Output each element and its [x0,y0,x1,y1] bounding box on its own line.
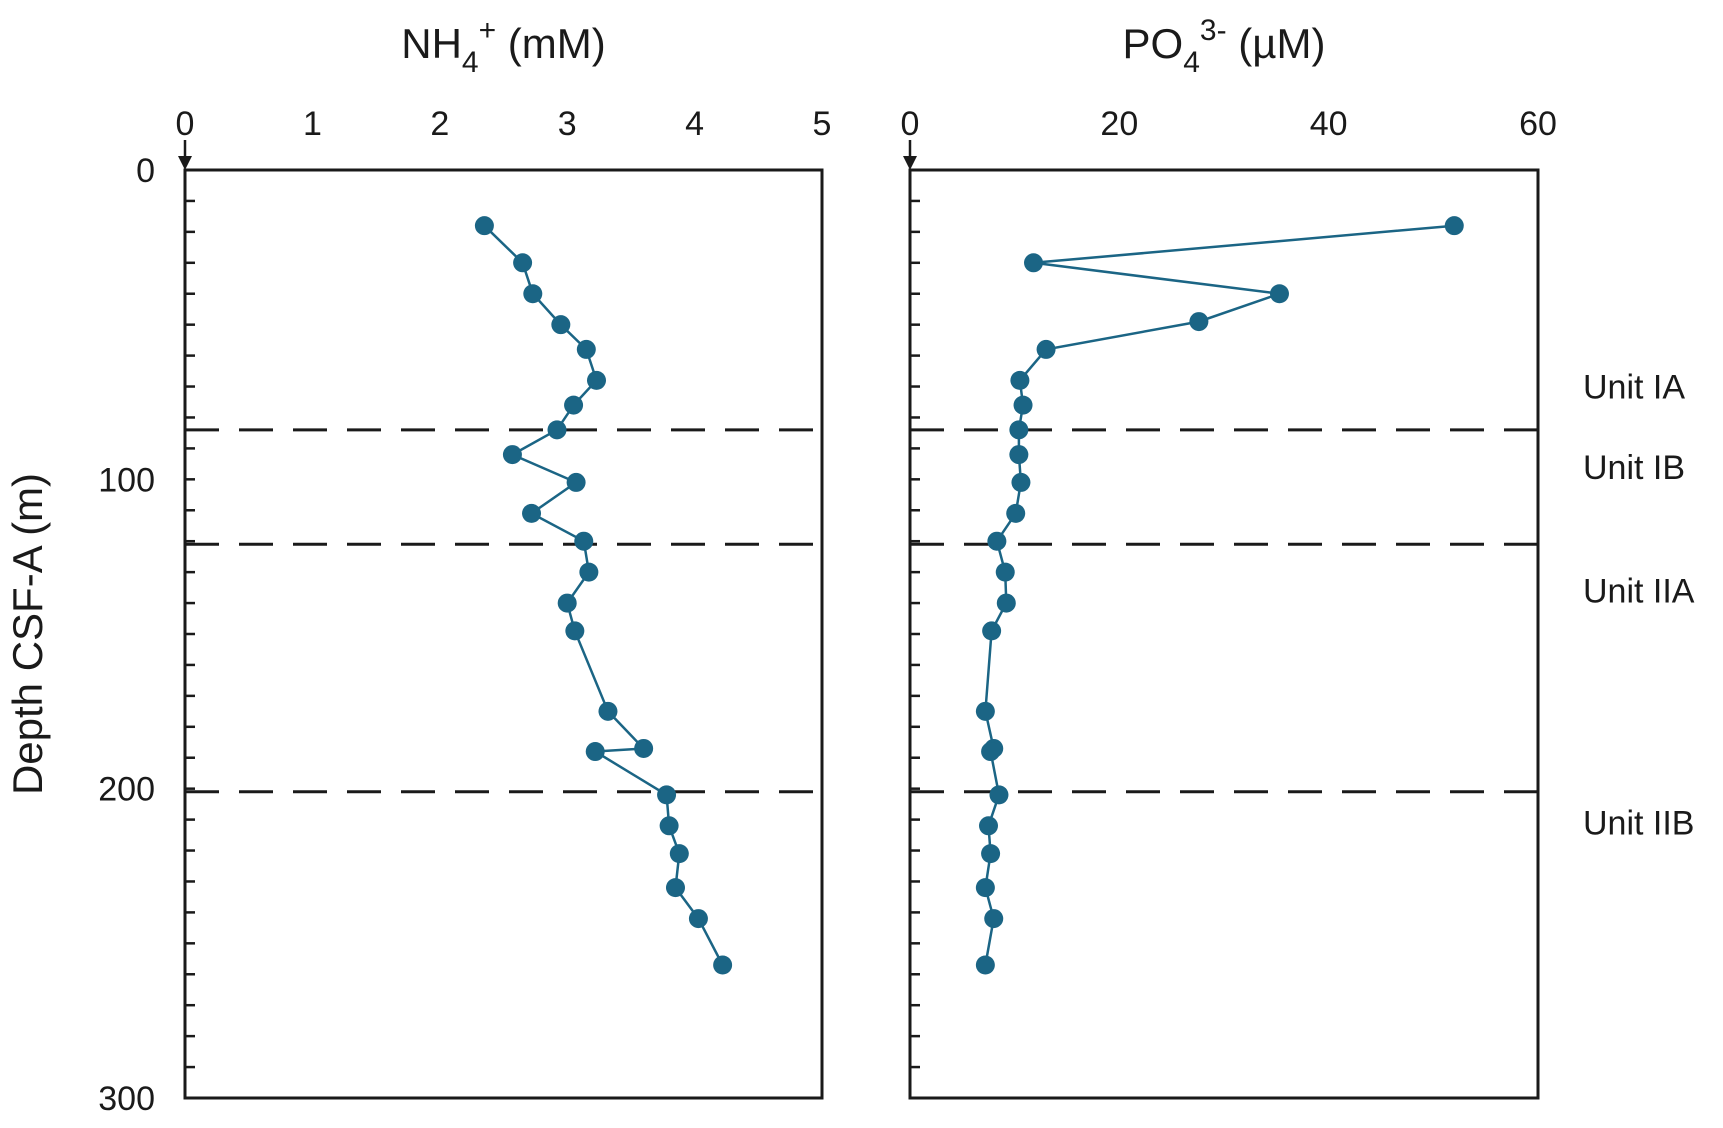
nh4-data-point [513,253,533,273]
po4-data-point [995,562,1015,582]
y-tick-label: 300 [98,1080,155,1118]
nh4-data-point [522,503,542,523]
nh4-data-point [565,621,585,641]
po4-data-point [1024,253,1044,273]
po4-data-point [981,742,1001,762]
po4-data-point [975,955,995,975]
po4-data-point [975,701,995,721]
po4-data-point [996,593,1016,613]
po4-data-point [1011,472,1031,492]
unit-label: Unit IB [1583,449,1685,487]
po4-zero-arrow-head [903,156,917,170]
nh4-x-tick-label: 0 [176,105,195,143]
po4-data-point [1009,445,1029,465]
nh4-data-point [669,844,689,864]
nh4-data-point [502,445,522,465]
po4-data-point [982,621,1002,641]
nh4-data-point [574,531,594,551]
y-axis-title: Depth CSF-A (m) [4,473,51,795]
nh4-data-point [523,284,543,304]
nh4-data-point [657,785,677,805]
unit-label: Unit IIA [1583,573,1695,611]
y-tick-label: 100 [98,461,155,499]
po4-data-point [984,909,1004,929]
po4-x-tick-label: 40 [1310,105,1348,143]
nh4-x-tick-label: 2 [430,105,449,143]
nh4-data-point [547,420,567,440]
nh4-data-point [551,315,571,335]
po4-data-point [1189,312,1209,332]
nh4-data-point [474,216,494,236]
nh4-data-point [566,472,586,492]
po4-data-point [1013,395,1033,415]
nh4-axis-title: NH4+ (mM) [401,14,606,79]
po4-x-tick-label: 20 [1100,105,1138,143]
nh4-data-point [665,878,685,898]
nh4-data-point [576,339,596,359]
nh4-data-point [713,955,733,975]
nh4-data-point [598,701,618,721]
nh4-data-point [634,738,654,758]
po4-series-line [984,224,1455,966]
po4-x-tick-label: 60 [1519,105,1557,143]
unit-label: Unit IA [1583,369,1685,407]
po4-data-point [1036,339,1056,359]
nh4-data-point [585,742,605,762]
nh4-data-point [659,816,679,836]
nh4-x-tick-label: 4 [685,105,704,143]
panel-nh4: 0 1 2 3 4 5 NH4+ (mM) [176,14,832,1100]
po4-data-point [1009,420,1029,440]
po4-plot-frame [908,168,1540,1100]
po4-axis-title: PO43- (µM) [1123,14,1326,79]
nh4-data-point [564,395,584,415]
nh4-zero-arrow-head [178,156,192,170]
panel-po4: 0 20 40 60 PO43- (µM) [901,14,1557,1100]
y-axis: 0 100 200 300 Depth CSF-A (m) [4,152,155,1118]
po4-data-point [1444,216,1464,236]
po4-data-point [1010,370,1030,390]
nh4-x-tick-label: 5 [813,105,832,143]
po4-data-point [975,878,995,898]
po4-data-point [989,785,1009,805]
nh4-x-tick-label: 3 [558,105,577,143]
po4-x-tick-label: 0 [901,105,920,143]
po4-data-point [981,844,1001,864]
nh4-data-point [557,593,577,613]
nh4-data-point [587,370,607,390]
po4-data-point [979,816,998,836]
po4-data-point [987,531,1007,551]
po4-data-point [1006,503,1026,523]
y-tick-label: 200 [98,771,155,809]
y-tick-label: 0 [136,152,155,190]
po4-data-point [1269,284,1289,304]
nh4-data-point [579,562,599,582]
lithologic-unit-labels: Unit IA Unit IB Unit IIA Unit IIB [1583,369,1695,843]
nh4-x-tick-label: 1 [303,105,322,143]
unit-label: Unit IIB [1583,805,1694,843]
nh4-data-point [688,909,708,929]
